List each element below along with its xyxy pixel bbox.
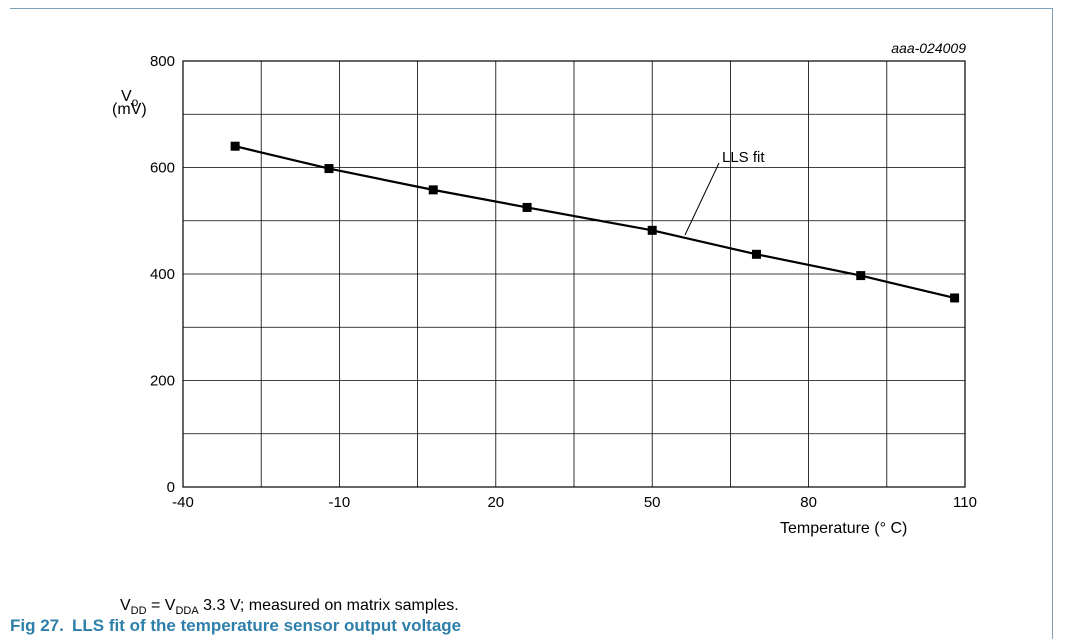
series-line [234,145,955,300]
y-axis-unit: (mV) [112,101,147,118]
figure-code: aaa-024009 [891,40,966,56]
data-point [751,249,761,259]
x-tick-label: -10 [329,494,351,511]
note-vdd: V [120,597,131,614]
figure-frame [10,8,1053,639]
annotation-lls-fit: LLS fit [722,149,765,166]
y-axis-label-subscript: o [132,95,139,109]
plot-area [182,60,966,488]
x-tick-label: 20 [487,494,504,511]
annotation-leader-line [684,162,720,236]
data-point [230,141,240,151]
y-tick-label: 0 [167,479,175,496]
x-axis-label: Temperature (° C) [780,520,907,537]
data-point [428,185,438,195]
y-tick-label: 600 [150,160,175,177]
y-axis-label-main: V [121,88,132,105]
data-point [856,271,866,281]
chart-grid [183,61,965,487]
x-tick-label: 80 [800,494,817,511]
x-tick-label: -40 [172,494,194,511]
y-tick-label: 400 [150,266,175,283]
series-lls-fit [230,141,960,303]
y-tick-label: 200 [150,373,175,390]
data-point [522,202,532,212]
note-vdd-subscript: DD [130,605,147,617]
figure-title: LLS fit of the temperature sensor output… [72,616,462,635]
data-point [647,225,657,235]
note-rest: 3.3 V; measured on matrix samples. [198,597,459,614]
y-axis-label: Vo [121,88,139,109]
x-tick-label: 50 [644,494,661,511]
note-equals-vdda: = V [146,597,176,614]
data-point [324,164,334,174]
temperature-sensor-chart: 0 200 400 600 800 -40 -10 20 50 80 110 Vo (mV) Te… [112,40,977,537]
y-tick-labels: 0 200 400 600 800 [150,53,175,496]
note-vdda-subscript: DDA [175,605,199,617]
measurement-note: VDD = VDDA 3.3 V; measured on matrix sam… [120,597,459,617]
y-tick-label: 800 [150,53,175,70]
figure-number: Fig 27. [10,616,64,635]
figure-caption: Fig 27. LLS fit of the temperature sensor… [10,616,461,636]
x-tick-labels: -40 -10 20 50 80 110 [172,494,977,511]
data-point [950,293,960,303]
x-tick-label: 110 [953,494,977,511]
